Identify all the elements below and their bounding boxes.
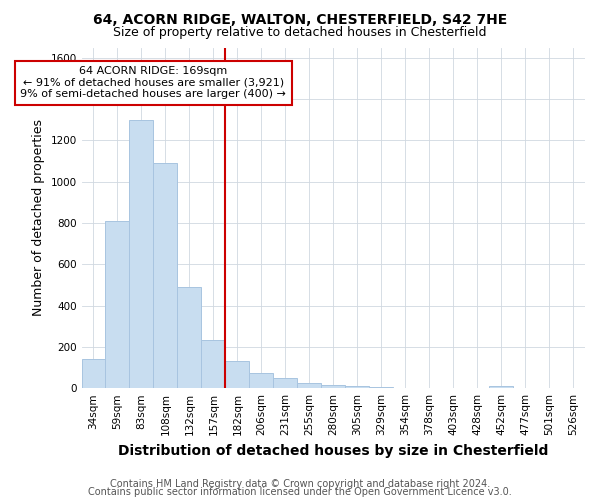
Text: Contains public sector information licensed under the Open Government Licence v3: Contains public sector information licen… — [88, 487, 512, 497]
Bar — [297, 383, 321, 388]
Bar — [178, 287, 202, 388]
Bar — [345, 386, 369, 388]
Text: 64 ACORN RIDGE: 169sqm  
← 91% of detached houses are smaller (3,921)
9% of semi: 64 ACORN RIDGE: 169sqm ← 91% of detached… — [20, 66, 286, 100]
Bar — [106, 221, 130, 388]
Bar — [274, 378, 297, 388]
Bar — [250, 372, 274, 388]
Bar — [321, 385, 345, 388]
Text: Contains HM Land Registry data © Crown copyright and database right 2024.: Contains HM Land Registry data © Crown c… — [110, 479, 490, 489]
Bar — [489, 386, 513, 388]
Bar — [82, 360, 106, 388]
Text: 64, ACORN RIDGE, WALTON, CHESTERFIELD, S42 7HE: 64, ACORN RIDGE, WALTON, CHESTERFIELD, S… — [93, 12, 507, 26]
Bar — [226, 362, 250, 388]
Bar — [202, 340, 226, 388]
Y-axis label: Number of detached properties: Number of detached properties — [32, 120, 45, 316]
Bar — [154, 163, 178, 388]
Text: Size of property relative to detached houses in Chesterfield: Size of property relative to detached ho… — [113, 26, 487, 39]
Bar — [130, 120, 154, 388]
X-axis label: Distribution of detached houses by size in Chesterfield: Distribution of detached houses by size … — [118, 444, 548, 458]
Bar — [369, 387, 393, 388]
